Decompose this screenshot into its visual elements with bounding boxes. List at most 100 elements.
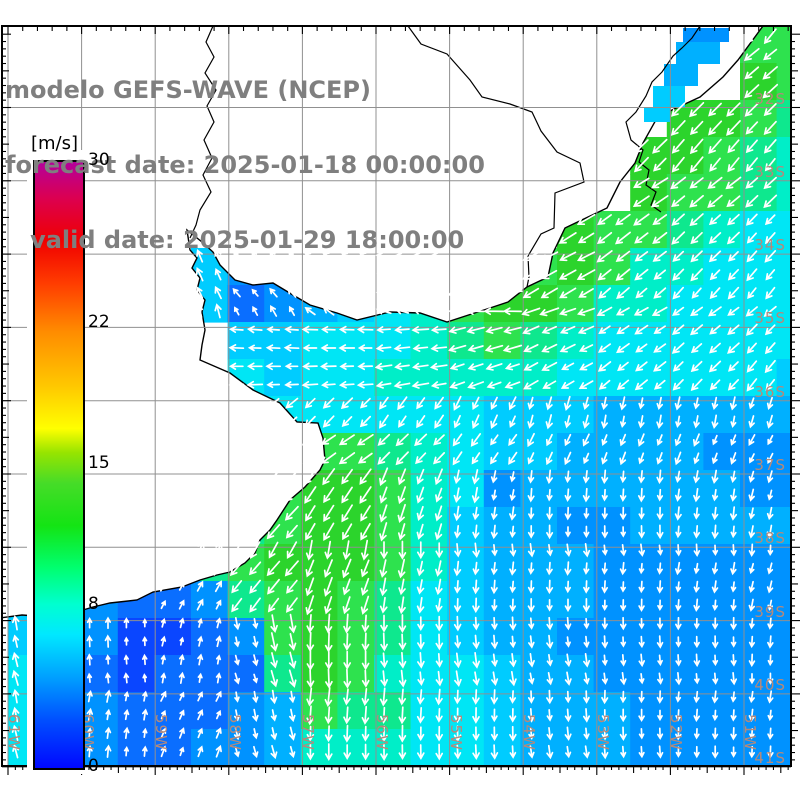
wave-arrow [675,746,682,758]
wave-arrow [322,415,335,428]
wave-cell [374,655,412,693]
wave-arrow [671,102,686,117]
wave-cell [374,544,412,582]
wave-cell [117,692,155,730]
wave-arrow [234,636,240,648]
wave-arrow [601,580,609,594]
wave-arrow [215,599,222,610]
wave-arrow [305,505,316,522]
wave-arrow [472,744,480,760]
wave-arrow [178,671,185,684]
wave-arrow [730,543,737,557]
wave-arrow [509,708,517,723]
wave-arrow [671,195,686,208]
wave-arrow [12,688,20,704]
wave-arrow [453,560,462,577]
wave-arrow [289,690,296,704]
wave-arrow [454,580,461,594]
wave-arrow [12,634,20,648]
wave-cell [117,655,155,693]
wave-arrow [619,616,627,631]
wave-cell [557,581,595,619]
wave-arrow [767,544,774,556]
wave-arrow [416,706,425,724]
wave-arrow [321,325,336,334]
wave-cell [300,692,338,730]
wave-arrow [288,251,296,261]
wave-arrow [509,543,517,557]
wave-arrow [484,344,504,353]
wave-arrow [215,635,222,648]
wave-arrow [509,415,516,428]
wave-cell [264,544,302,582]
lon-label: 59W [152,714,171,751]
wave-arrow [620,671,627,686]
wave-arrow [635,287,648,299]
wave-arrow [521,307,541,317]
wave-arrow [527,690,535,704]
wave-cell [740,618,778,656]
wave-arrow [767,727,774,740]
wave-arrow [656,434,663,446]
wave-arrow [672,268,685,281]
wave-arrow [558,307,577,316]
wave-arrow [657,654,663,667]
wave-cell [447,581,485,619]
wave-arrow [197,691,204,702]
wave-arrow [376,326,391,334]
wave-arrow [746,250,758,263]
wave-arrow [675,671,682,686]
wave-arrow [123,726,130,740]
wave-arrow [578,288,594,298]
wave-arrow [416,523,424,540]
lat-label: 40S [754,675,786,694]
wave-arrow [766,506,774,521]
wave-arrow [228,344,245,352]
wave-arrow [338,380,355,389]
wave-arrow [730,709,737,722]
wave-direction-arrows [11,28,779,762]
wave-arrow [546,709,553,722]
wave-arrow [601,434,608,446]
wave-arrow [86,707,94,722]
wave-arrow [726,195,741,208]
wave-arrow [730,561,737,576]
wave-arrow [325,668,333,689]
wave-arrow [711,506,719,521]
lat-label: 36S [754,382,786,401]
wave-arrow [693,487,701,503]
land-layer [2,26,764,619]
wave-arrow [712,599,718,611]
wave-arrow [411,270,429,279]
wave-arrow [767,617,774,630]
wave-cell [81,618,119,656]
wave-arrow [748,580,755,593]
wave-arrow [252,617,259,630]
wave-arrow [11,651,20,668]
wave-arrow [727,324,740,336]
wave-arrow [341,504,353,523]
wave-arrow [748,598,756,612]
wave-arrow [528,562,535,575]
wave-arrow [285,524,298,539]
wave-cell [557,507,595,545]
wave-arrow [251,250,260,262]
wave-arrow [435,560,443,577]
wave-arrow [471,486,480,504]
wave-arrow [596,250,613,263]
wave-arrow [179,746,185,757]
wave-arrow [269,269,278,279]
wave-arrow [270,652,278,669]
wave-arrow [142,618,148,628]
wave-arrow [615,307,630,316]
wave-arrow [416,689,425,705]
wave-arrow [746,268,758,282]
wave-arrow [288,708,296,723]
wave-arrow [398,614,407,634]
wave-arrow [522,269,540,280]
wave-cell [117,729,155,766]
wave-arrow [265,362,282,371]
wave-arrow [693,580,700,594]
wave-arrow [619,506,627,521]
wave-arrow [675,581,682,593]
